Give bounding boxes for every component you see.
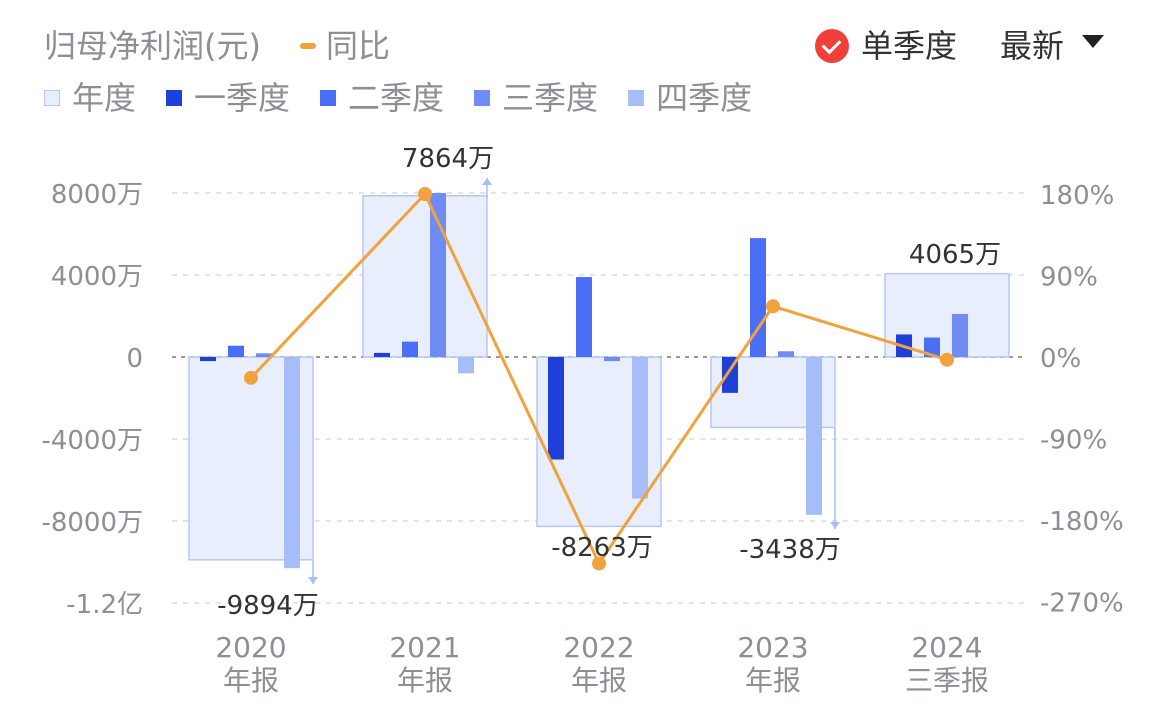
legend-swatch-q3 (474, 90, 491, 106)
max-marker-head (482, 178, 492, 185)
legend-item-q2[interactable]: 二季度 (320, 78, 444, 118)
x-tick-label-year: 2024 (911, 631, 982, 664)
quarter-bar (256, 353, 272, 357)
legend-label-q1: 一季度 (194, 79, 291, 117)
quarter-bar (632, 357, 648, 499)
quarter-bar (374, 352, 390, 357)
x-tick-label-period: 年报 (223, 664, 279, 697)
y-left-tick-label: 4000万 (51, 262, 143, 292)
series-legend: 年度 一季度 二季度 三季度 四季度 (44, 78, 782, 118)
y-right-tick-label: -180% (1040, 507, 1124, 537)
legend-item-q4[interactable]: 四季度 (628, 78, 752, 118)
annual-value-label: -8263万 (551, 533, 653, 563)
legend-item-q3[interactable]: 三季度 (474, 78, 598, 118)
quarter-bar (200, 357, 216, 362)
y-left-tick-label: -4000万 (41, 426, 143, 456)
single-quarter-toggle[interactable]: 单季度 (815, 26, 957, 66)
quarter-bar (924, 337, 940, 357)
legend-item-annual[interactable]: 年度 (44, 78, 136, 118)
legend-swatch-q2 (320, 90, 337, 106)
y-right-tick-label: -90% (1040, 426, 1107, 456)
period-dropdown-label: 最新 (1000, 27, 1065, 65)
chart-title: 归母净利润(元) (44, 27, 261, 65)
single-quarter-label: 单季度 (861, 27, 958, 65)
check-circle-icon (815, 29, 849, 63)
quarter-bar (430, 193, 446, 357)
quarter-bar (778, 351, 794, 357)
yoy-point (418, 187, 432, 201)
x-tick-label-period: 年报 (397, 664, 453, 697)
quarter-bar (750, 238, 766, 357)
annual-value-label: 4065万 (909, 240, 1001, 270)
annual-value-label: 7864万 (402, 144, 494, 174)
quarter-bar (806, 357, 822, 515)
yoy-legend-label: 同比 (326, 27, 391, 65)
quarter-bar (604, 357, 620, 362)
y-left-tick-label: 0 (126, 344, 143, 374)
y-left-tick-label: 8000万 (51, 180, 143, 210)
annual-bar (362, 195, 488, 358)
x-tick-label-year: 2023 (737, 631, 808, 664)
x-tick-label-year: 2022 (563, 631, 634, 664)
min-marker-head (830, 522, 840, 529)
legend-label-annual: 年度 (72, 79, 137, 117)
y-right-tick-label: 0% (1040, 344, 1081, 374)
legend-item-q1[interactable]: 一季度 (166, 78, 290, 118)
annual-value-label: -3438万 (739, 535, 841, 565)
yoy-point (244, 370, 258, 385)
yoy-legend[interactable]: 同比 (300, 26, 390, 66)
quarter-bar (284, 357, 300, 569)
y-right-tick-label: -270% (1040, 589, 1124, 619)
quarter-bar (228, 345, 244, 357)
y-left-tick-label: -1.2亿 (66, 590, 143, 620)
yoy-point (592, 556, 606, 571)
yoy-point (766, 299, 780, 314)
quarter-bar (548, 357, 564, 460)
y-left-tick-label: -8000万 (41, 508, 143, 538)
legend-label-q2: 二季度 (348, 79, 445, 117)
legend-swatch-q1 (166, 90, 183, 106)
yoy-point (940, 352, 954, 367)
y-right-tick-label: 90% (1040, 263, 1098, 293)
quarter-bar (458, 357, 474, 374)
x-tick-label-year: 2020 (215, 631, 286, 664)
quarter-bar (402, 341, 418, 357)
annual-value-label: -9894万 (217, 591, 319, 621)
legend-swatch-q4 (628, 90, 645, 106)
legend-label-q3: 三季度 (502, 79, 599, 117)
caret-down-icon (1082, 34, 1105, 48)
x-tick-label-period: 年报 (571, 664, 627, 697)
x-tick-label-period: 三季报 (905, 664, 989, 697)
quarter-bar (576, 277, 592, 357)
quarter-bar (952, 313, 968, 357)
x-tick-label-period: 年报 (745, 664, 801, 697)
x-tick-label-year: 2021 (389, 631, 460, 664)
legend-swatch-annual (44, 90, 60, 106)
yoy-line-swatch (300, 43, 316, 49)
period-dropdown[interactable]: 最新 (1000, 26, 1105, 66)
legend-label-q4: 四季度 (656, 79, 753, 117)
min-marker-head (308, 577, 318, 584)
y-right-tick-label: 180% (1040, 181, 1114, 211)
